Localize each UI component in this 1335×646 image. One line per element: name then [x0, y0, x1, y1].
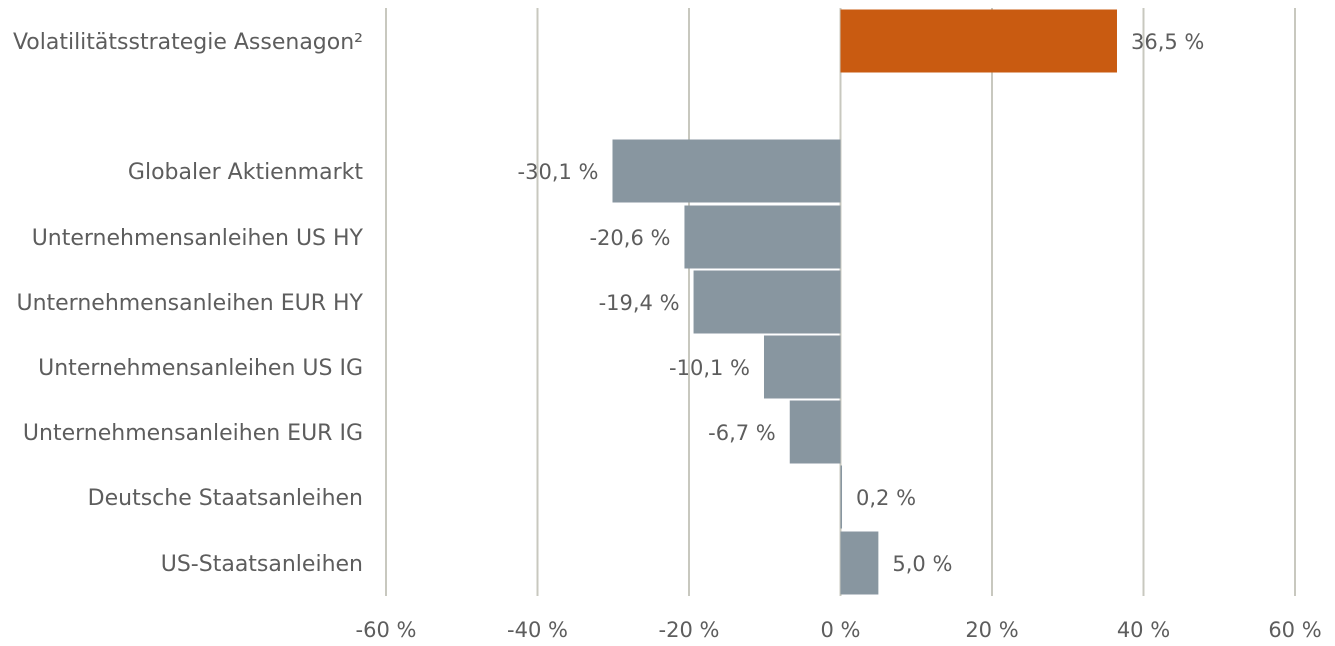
value-label: 0,2 % [856, 486, 916, 510]
bar [840, 531, 879, 595]
x-tick-label: -20 % [659, 618, 720, 642]
x-tick-label: 60 % [1268, 618, 1321, 642]
category-label: Globaler Aktienmarkt [128, 160, 363, 185]
x-tick-label: 0 % [821, 618, 861, 642]
category-label: Unternehmensanleihen US IG [38, 356, 363, 381]
grid-layer [385, 8, 1296, 596]
value-label: 5,0 % [892, 552, 952, 576]
bar-layer [612, 9, 1117, 595]
category-label: Unternehmensanleihen EUR IG [23, 421, 363, 446]
value-label: -6,7 % [708, 421, 776, 445]
value-label: -30,1 % [518, 160, 599, 184]
bar [840, 465, 843, 529]
x-tick-label: -60 % [356, 618, 417, 642]
value-label: -20,6 % [589, 226, 670, 250]
x-tick-label: 20 % [965, 618, 1018, 642]
bar [684, 205, 841, 269]
label-layer: Volatilitätsstrategie Assenagon² 36,5 % Gl… [13, 30, 1204, 577]
category-label: Unternehmensanleihen EUR HY [16, 291, 363, 316]
bar [840, 9, 1117, 73]
bar [693, 270, 841, 334]
value-label: -10,1 % [669, 356, 750, 380]
x-tick-label: 40 % [1117, 618, 1170, 642]
x-axis: -60 % -40 % -20 % 0 % 20 % 40 % 60 % [356, 618, 1322, 642]
x-tick-label: -40 % [507, 618, 568, 642]
category-label: US-Staatsanleihen [161, 552, 363, 577]
value-label: 36,5 % [1131, 30, 1204, 54]
bar [763, 335, 841, 399]
category-label: Deutsche Staatsanleihen [88, 486, 363, 511]
category-label: Volatilitätsstrategie Assenagon² [13, 30, 363, 55]
category-label: Unternehmensanleihen US HY [32, 226, 364, 251]
value-label: -19,4 % [599, 291, 680, 315]
bar [612, 139, 841, 203]
bar [789, 400, 841, 464]
